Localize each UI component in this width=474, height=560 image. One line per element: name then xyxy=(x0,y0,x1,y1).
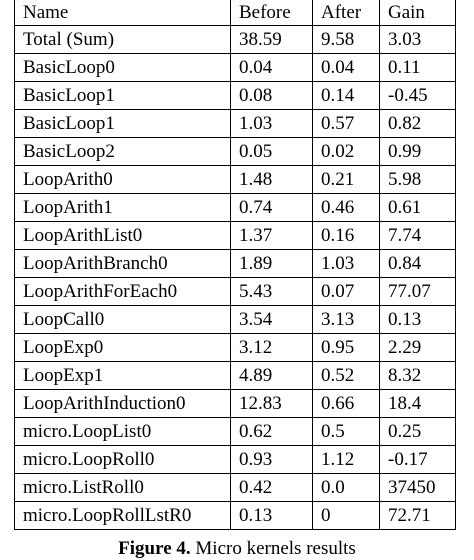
cell-before: 5.43 xyxy=(230,277,313,306)
cell-name: micro.ListRoll0 xyxy=(14,473,231,502)
table-row: micro.LoopList0 0.62 0.5 0.25 xyxy=(14,417,456,446)
cell-name: LoopCall0 xyxy=(14,305,231,334)
cell-name: micro.LoopList0 xyxy=(14,417,231,446)
cell-name: LoopArithList0 xyxy=(14,221,231,250)
cell-before: 3.12 xyxy=(230,333,313,362)
cell-gain: 7.74 xyxy=(379,221,456,250)
table-row: micro.ListRoll0 0.42 0.0 37450 xyxy=(14,473,456,502)
cell-name: micro.LoopRollLstR0 xyxy=(14,501,231,530)
table-row: Total (Sum) 38.59 9.58 3.03 xyxy=(14,25,456,54)
cell-name: BasicLoop0 xyxy=(14,53,231,82)
table-row: LoopArithInduction0 12.83 0.66 18.4 xyxy=(14,389,456,418)
cell-gain: 0.84 xyxy=(379,249,456,278)
cell-gain: -0.45 xyxy=(379,81,456,110)
cell-name: LoopArith0 xyxy=(14,165,231,194)
table-row: micro.LoopRoll0 0.93 1.12 -0.17 xyxy=(14,445,456,474)
cell-gain: -0.17 xyxy=(379,445,456,474)
cell-after: 9.58 xyxy=(312,25,380,54)
cell-before: 0.62 xyxy=(230,417,313,446)
cell-before: 38.59 xyxy=(230,25,313,54)
cell-after: 0.57 xyxy=(312,109,380,138)
cell-after: 0.46 xyxy=(312,193,380,222)
cell-gain: 0.82 xyxy=(379,109,456,138)
table-row: BasicLoop1 1.03 0.57 0.82 xyxy=(14,109,456,138)
cell-after: 0.66 xyxy=(312,389,380,418)
table-row: LoopArith1 0.74 0.46 0.61 xyxy=(14,193,456,222)
cell-after: 0.14 xyxy=(312,81,380,110)
table-row: LoopArithList0 1.37 0.16 7.74 xyxy=(14,221,456,250)
cell-before: 0.08 xyxy=(230,81,313,110)
cell-after: 0.52 xyxy=(312,361,380,390)
cell-gain: 0.11 xyxy=(379,53,456,82)
cell-name: BasicLoop2 xyxy=(14,137,231,166)
cell-before: 0.05 xyxy=(230,137,313,166)
cell-after: 1.12 xyxy=(312,445,380,474)
cell-gain: 0.99 xyxy=(379,137,456,166)
cell-before: 0.04 xyxy=(230,53,313,82)
cell-name: LoopArithInduction0 xyxy=(14,389,231,418)
cell-after: 0 xyxy=(312,501,380,530)
cell-name: BasicLoop1 xyxy=(14,109,231,138)
cell-name: LoopArithForEach0 xyxy=(14,277,231,306)
cell-after: 0.5 xyxy=(312,417,380,446)
cell-name: LoopArith1 xyxy=(14,193,231,222)
cell-name: micro.LoopRoll0 xyxy=(14,445,231,474)
cell-gain: 0.25 xyxy=(379,417,456,446)
table-row: LoopCall0 3.54 3.13 0.13 xyxy=(14,305,456,334)
cell-after: 3.13 xyxy=(312,305,380,334)
cell-gain: 72.71 xyxy=(379,501,456,530)
cell-before: 1.37 xyxy=(230,221,313,250)
cell-after: 0.04 xyxy=(312,53,380,82)
cell-gain: 18.4 xyxy=(379,389,456,418)
cell-name: LoopArithBranch0 xyxy=(14,249,231,278)
cell-before: 0.93 xyxy=(230,445,313,474)
cell-before: 0.42 xyxy=(230,473,313,502)
cell-before: 0.13 xyxy=(230,501,313,530)
cell-before: 4.89 xyxy=(230,361,313,390)
header-row: Name Before After Gain xyxy=(14,0,456,26)
table-body: Total (Sum) 38.59 9.58 3.03 BasicLoop0 0.04 0.… xyxy=(14,25,456,530)
cell-after: 0.0 xyxy=(312,473,380,502)
cell-gain: 5.98 xyxy=(379,165,456,194)
cell-before: 0.74 xyxy=(230,193,313,222)
cell-gain: 2.29 xyxy=(379,333,456,362)
table-row: LoopExp0 3.12 0.95 2.29 xyxy=(14,333,456,362)
table-row: LoopArith0 1.48 0.21 5.98 xyxy=(14,165,456,194)
cell-gain: 3.03 xyxy=(379,25,456,54)
cell-gain: 8.32 xyxy=(379,361,456,390)
cell-before: 12.83 xyxy=(230,389,313,418)
cell-after: 0.07 xyxy=(312,277,380,306)
cell-before: 1.89 xyxy=(230,249,313,278)
cell-before: 3.54 xyxy=(230,305,313,334)
table-row: LoopArithForEach0 5.43 0.07 77.07 xyxy=(14,277,456,306)
table-row: BasicLoop1 0.08 0.14 -0.45 xyxy=(14,81,456,110)
column-header-name: Name xyxy=(14,0,231,26)
cell-name: LoopExp1 xyxy=(14,361,231,390)
table-row: BasicLoop0 0.04 0.04 0.11 xyxy=(14,53,456,82)
cell-gain: 77.07 xyxy=(379,277,456,306)
cell-gain: 0.13 xyxy=(379,305,456,334)
table-row: BasicLoop2 0.05 0.02 0.99 xyxy=(14,137,456,166)
table-row: LoopExp1 4.89 0.52 8.32 xyxy=(14,361,456,390)
cell-gain: 0.61 xyxy=(379,193,456,222)
table-row: LoopArithBranch0 1.89 1.03 0.84 xyxy=(14,249,456,278)
cell-after: 0.95 xyxy=(312,333,380,362)
table-row: micro.LoopRollLstR0 0.13 0 72.71 xyxy=(14,501,456,530)
cell-after: 0.02 xyxy=(312,137,380,166)
results-table: Name Before After Gain Total (Sum) 38.59 9… xyxy=(14,0,456,530)
cell-before: 1.48 xyxy=(230,165,313,194)
cell-after: 0.21 xyxy=(312,165,380,194)
cell-name: BasicLoop1 xyxy=(14,81,231,110)
cell-name: Total (Sum) xyxy=(14,25,231,54)
column-header-after: After xyxy=(312,0,380,26)
cell-before: 1.03 xyxy=(230,109,313,138)
cell-gain: 37450 xyxy=(379,473,456,502)
cell-after: 1.03 xyxy=(312,249,380,278)
figure-caption: Figure 4. Micro kernels results xyxy=(0,538,474,560)
column-header-before: Before xyxy=(230,0,313,26)
cell-after: 0.16 xyxy=(312,221,380,250)
cell-name: LoopExp0 xyxy=(14,333,231,362)
column-header-gain: Gain xyxy=(379,0,456,26)
